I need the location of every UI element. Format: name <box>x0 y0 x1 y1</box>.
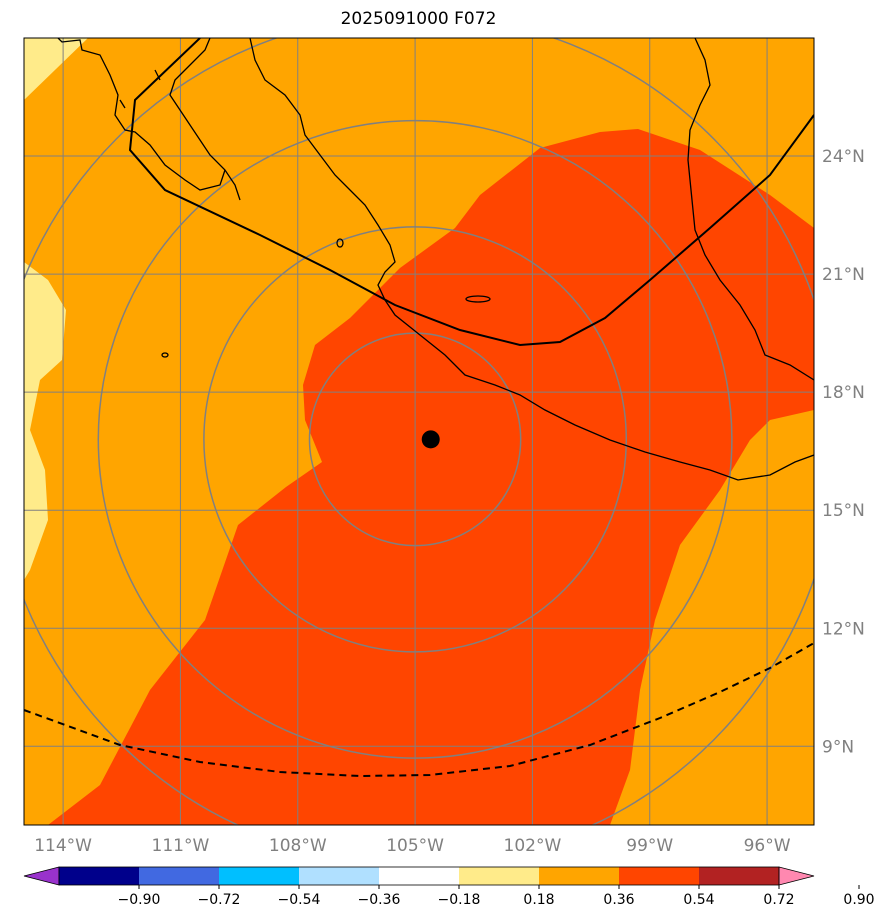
colorbar-segment <box>299 867 380 885</box>
colorbar: −0.90 −0.72 −0.54 −0.36 −0.18 0.18 0.36 0.54 0.7… <box>23 866 875 908</box>
colorbar-segment <box>219 867 300 885</box>
latitude-tick-label: 15°N <box>822 501 865 521</box>
colorbar-segment <box>379 867 460 885</box>
cone-boundary-solid <box>128 38 814 347</box>
mainland-west-coast <box>249 38 814 481</box>
colorbar-segment <box>699 867 780 885</box>
colorbar-outline <box>58 866 780 886</box>
map-title: 2025091000 F072 <box>340 9 497 29</box>
colorbar-tick-label: −0.72 <box>198 892 241 908</box>
range-rings <box>24 38 814 825</box>
longitude-tick-label: 99°W <box>626 836 673 856</box>
light-band-west <box>24 38 88 580</box>
colorbar-extend-low <box>23 866 60 886</box>
longitude-tick-label: 114°W <box>34 836 92 856</box>
latitude-tick-label: 12°N <box>822 619 865 639</box>
colorbar-segment <box>459 867 540 885</box>
storm-center-marker <box>421 430 440 449</box>
range-ring <box>308 332 522 547</box>
longitude-tick-label: 102°W <box>504 836 562 856</box>
gulf-coast <box>687 38 814 381</box>
latitude-tick-label: 21°N <box>822 265 865 285</box>
colorbar-tick-label: 0.18 <box>523 892 554 908</box>
coastlines <box>57 38 814 481</box>
colorbar-tick-label: −0.18 <box>438 892 481 908</box>
longitude-tick-label: 96°W <box>744 836 791 856</box>
colorbar-tick-label: 0.54 <box>683 892 714 908</box>
graticule <box>24 38 814 825</box>
colorbar-tick-label: 0.36 <box>603 892 634 908</box>
islas-marias <box>465 295 491 303</box>
baja-east-coast <box>169 38 241 201</box>
colorbar-extend-high <box>778 866 815 886</box>
colorbar-segment <box>619 867 700 885</box>
colorbar-tick-label: −0.36 <box>358 892 401 908</box>
map-plot-area <box>24 38 814 825</box>
cone-boundary-dashed <box>24 642 814 778</box>
map-frame <box>23 37 815 826</box>
longitude-tick-label: 108°W <box>269 836 327 856</box>
baja-north-coast <box>119 69 161 109</box>
latitude-tick-label: 9°N <box>822 737 854 757</box>
colorbar-tick-label: −0.90 <box>118 892 161 908</box>
range-ring <box>97 119 733 759</box>
colorbar-tick-label: 0.90 <box>843 892 874 908</box>
latitude-tick-label: 24°N <box>822 147 865 167</box>
longitude-tick-label: 105°W <box>386 836 444 856</box>
range-ring <box>203 226 628 653</box>
island-small <box>336 238 344 248</box>
colorbar-segment <box>139 867 220 885</box>
colorbar-tick-label: 0.72 <box>763 892 794 908</box>
colorbar-segment <box>59 867 140 885</box>
colorbar-tick-label: −0.54 <box>278 892 321 908</box>
latitude-tick-label: 18°N <box>822 383 865 403</box>
latitude-labels: 24°N 21°N 18°N 15°N 12°N 9°N <box>822 147 865 757</box>
longitude-labels: 114°W 111°W 108°W 105°W 102°W 99°W 96°W <box>34 836 790 856</box>
light-band-east <box>610 410 814 825</box>
baja-west-coast <box>57 38 226 191</box>
longitude-tick-label: 111°W <box>152 836 210 856</box>
colorbar-segment <box>539 867 620 885</box>
island-revillagigedo <box>161 352 169 358</box>
